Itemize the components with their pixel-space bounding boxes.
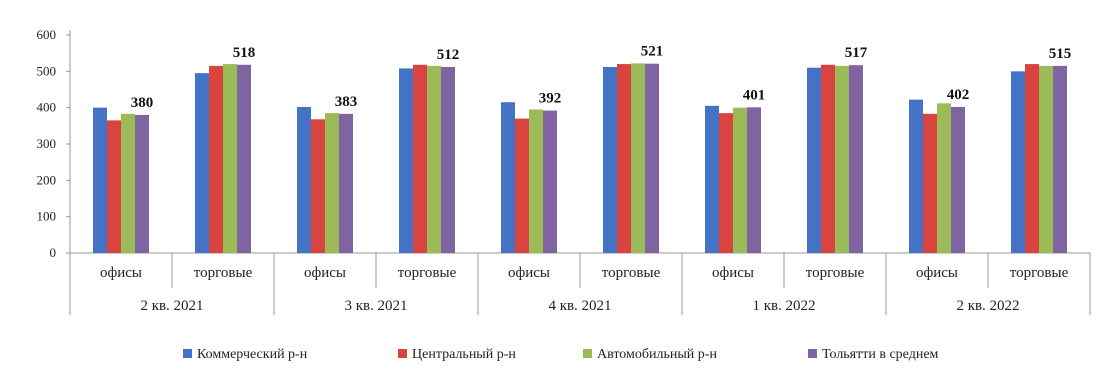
bar [515,118,529,253]
legend-swatch [398,349,407,358]
bar [909,99,923,253]
data-label: 401 [743,87,766,103]
x-axis-categories: офисы торговые 2 кв. 2021 офисы торговые 3 кв… [100,253,1091,315]
x-category-label: офисы [916,265,958,281]
bar [1053,65,1067,253]
y-tick-label: 200 [37,172,57,187]
bar [705,105,719,253]
bar [1025,64,1039,253]
y-tick-label: 300 [37,136,57,151]
x-group-label: 4 кв. 2021 [548,298,611,314]
y-tick-label: 500 [37,63,57,78]
bar [631,63,645,254]
bar [543,110,557,253]
data-label: 512 [437,47,460,63]
bar [1011,71,1025,253]
bar [399,68,413,253]
bar [223,64,237,253]
data-label: 521 [641,44,664,60]
legend-label: Коммерческий р-н [197,347,308,362]
bar [719,113,733,253]
bar [427,65,441,253]
x-category-label: офисы [304,265,346,281]
x-category-label: торговые [602,265,661,281]
bar [951,106,965,253]
bar [645,63,659,253]
bar [603,66,617,254]
bar [297,106,311,253]
data-label: 380 [131,95,154,111]
x-category-label: торговые [806,265,865,281]
data-label: 517 [845,45,868,61]
x-group-label: 2 кв. 2021 [140,298,203,314]
bar [441,66,455,254]
bar [747,107,761,253]
bar [1039,65,1053,253]
bar [135,114,149,253]
legend-swatch [583,349,592,358]
bar [733,107,747,254]
y-tick-label: 0 [50,245,57,260]
y-axis-ticks: 0 100 200 300 400 500 600 [37,27,70,260]
data-label: 383 [335,94,358,110]
x-group-label: 1 кв. 2022 [752,298,815,314]
bar [835,65,849,253]
bar [529,109,543,253]
data-labels: 380 518 383 512 392 521 401 517 402 515 [131,44,1072,111]
data-label: 515 [1049,46,1072,62]
legend-label: Тольятти в среднем [822,347,939,362]
bar [93,107,107,254]
data-label: 518 [233,45,256,61]
bar [413,64,427,253]
bar [107,120,121,253]
data-label: 402 [947,87,970,103]
x-group-label: 2 кв. 2022 [956,298,1019,314]
bar [617,64,631,253]
legend-label: Автомобильный р-н [597,347,717,362]
bar [339,113,353,254]
bar [121,113,135,254]
legend-swatch [183,349,192,358]
data-label: 392 [539,91,562,107]
bar [209,65,223,253]
legend: Коммерческий р-н Центральный р-н Автомобил… [183,347,939,362]
bar [237,64,251,253]
x-category-label: торговые [398,265,457,281]
x-group-label: 3 кв. 2021 [344,298,407,314]
bar [923,113,937,254]
x-category-label: офисы [712,265,754,281]
x-category-label: офисы [508,265,550,281]
x-category-label: торговые [194,265,253,281]
legend-label: Центральный р-н [412,347,516,362]
x-category-label: торговые [1010,265,1069,281]
bar [807,67,821,253]
bar [849,65,863,253]
y-tick-label: 600 [37,27,57,42]
bar [821,64,835,253]
y-tick-label: 400 [37,100,57,115]
bar [937,103,951,253]
y-tick-label: 100 [37,209,57,224]
bars [93,63,1067,254]
bar [311,119,325,253]
bar [325,113,339,253]
bar [501,102,515,253]
bar [195,73,209,254]
legend-swatch [808,349,817,358]
x-category-label: офисы [100,265,142,281]
